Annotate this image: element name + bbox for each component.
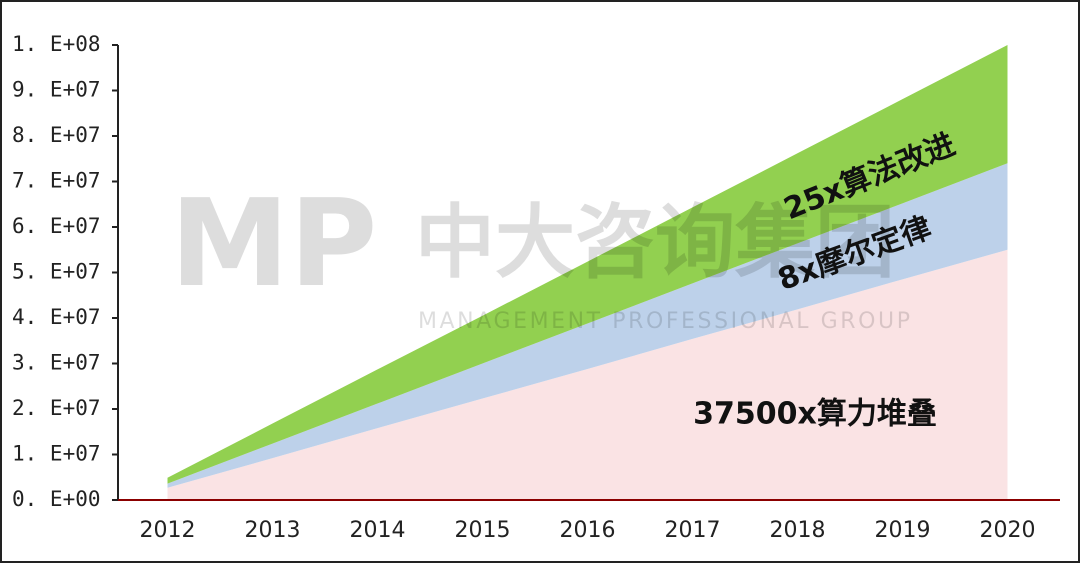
y-tick-label: 2. E+07 xyxy=(12,396,101,420)
x-tick-label: 2017 xyxy=(665,518,721,543)
x-tick-label: 2015 xyxy=(455,518,511,543)
x-tick-label: 2014 xyxy=(350,518,406,543)
x-tick-label: 2020 xyxy=(980,518,1036,543)
watermark: MP 中大咨询集团 MANAGEMENT PROFESSIONAL GROUP xyxy=(170,175,910,334)
x-tick-label: 2019 xyxy=(875,518,931,543)
y-tick-label: 0. E+00 xyxy=(12,487,101,511)
y-tick-label: 6. E+07 xyxy=(12,214,101,238)
x-tick-label: 2013 xyxy=(245,518,301,543)
x-tick-label: 2012 xyxy=(140,518,196,543)
y-tick-label: 7. E+07 xyxy=(12,169,101,193)
x-tick-label: 2016 xyxy=(560,518,616,543)
y-tick-label: 8. E+07 xyxy=(12,123,101,147)
area xyxy=(167,45,1008,484)
y-tick-label: 1. E+07 xyxy=(12,442,101,466)
y-tick-label: 9. E+07 xyxy=(12,78,101,102)
watermark-name: 中大咨询集团 xyxy=(415,196,895,289)
y-tick-label: 5. E+07 xyxy=(12,260,101,284)
y-tick-label: 1. E+08 xyxy=(12,32,101,56)
area xyxy=(167,163,1008,488)
x-tick-label: 2018 xyxy=(770,518,826,543)
plot-area xyxy=(167,45,1008,500)
legend-label: 37500x算力堆叠 xyxy=(693,397,937,432)
y-tick-label: 4. E+07 xyxy=(12,305,101,329)
y-tick-label: 3. E+07 xyxy=(12,351,101,375)
watermark-logo: MP xyxy=(170,175,377,314)
area xyxy=(167,249,1008,500)
